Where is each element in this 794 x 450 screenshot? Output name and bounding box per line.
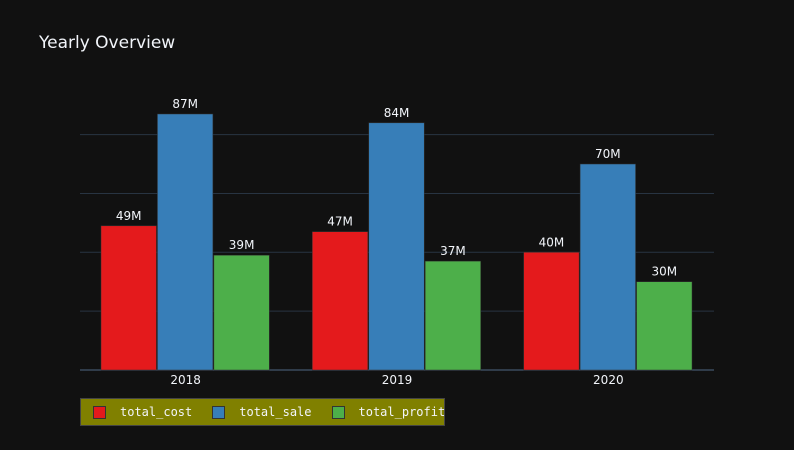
x-tick-label-2019: 2019 <box>382 373 413 387</box>
data-label-total-sale-2020: 70M <box>595 147 621 161</box>
bar-total-profit-2020 <box>636 281 693 371</box>
chart-title: Yearly Overview <box>39 33 176 53</box>
x-tick-label-2020: 2020 <box>593 373 624 387</box>
bar-total-cost-2020 <box>523 252 580 371</box>
legend-swatch-total-profit <box>331 405 345 419</box>
data-label-total-sale-2019: 84M <box>384 106 410 120</box>
legend-item-total-sale[interactable]: total_sale <box>212 405 312 419</box>
bar-total-profit-2019 <box>424 260 481 371</box>
legend-swatch-total-cost <box>93 405 106 419</box>
legend[interactable]: total_cost total_sale total_profit <box>80 398 445 426</box>
data-label-total-cost-2018: 49M <box>116 209 142 223</box>
data-label-total-sale-2018: 87M <box>172 97 198 111</box>
x-tick-label-2018: 2018 <box>170 373 201 387</box>
legend-label-total-cost: total_cost <box>120 405 193 419</box>
legend-label-total-profit: total_profit <box>358 405 446 419</box>
bar-total-sale-2019 <box>368 122 425 371</box>
legend-item-total-profit[interactable]: total_profit <box>331 405 446 419</box>
data-label-total-cost-2020: 40M <box>539 235 565 249</box>
legend-label-total-sale: total_sale <box>239 405 312 419</box>
bar-total-cost-2018 <box>100 225 157 371</box>
bar-total-profit-2018 <box>213 254 270 371</box>
bar-total-sale-2018 <box>157 113 214 371</box>
bar-total-sale-2020 <box>579 163 636 371</box>
bar-total-cost-2019 <box>312 231 369 371</box>
legend-swatch-total-sale <box>212 405 226 419</box>
data-label-total-profit-2019: 37M <box>440 244 466 258</box>
data-label-total-profit-2020: 30M <box>651 265 677 279</box>
legend-item-total-cost[interactable]: total_cost <box>93 405 192 419</box>
data-label-total-cost-2019: 47M <box>327 215 353 229</box>
data-label-total-profit-2018: 39M <box>229 238 255 252</box>
